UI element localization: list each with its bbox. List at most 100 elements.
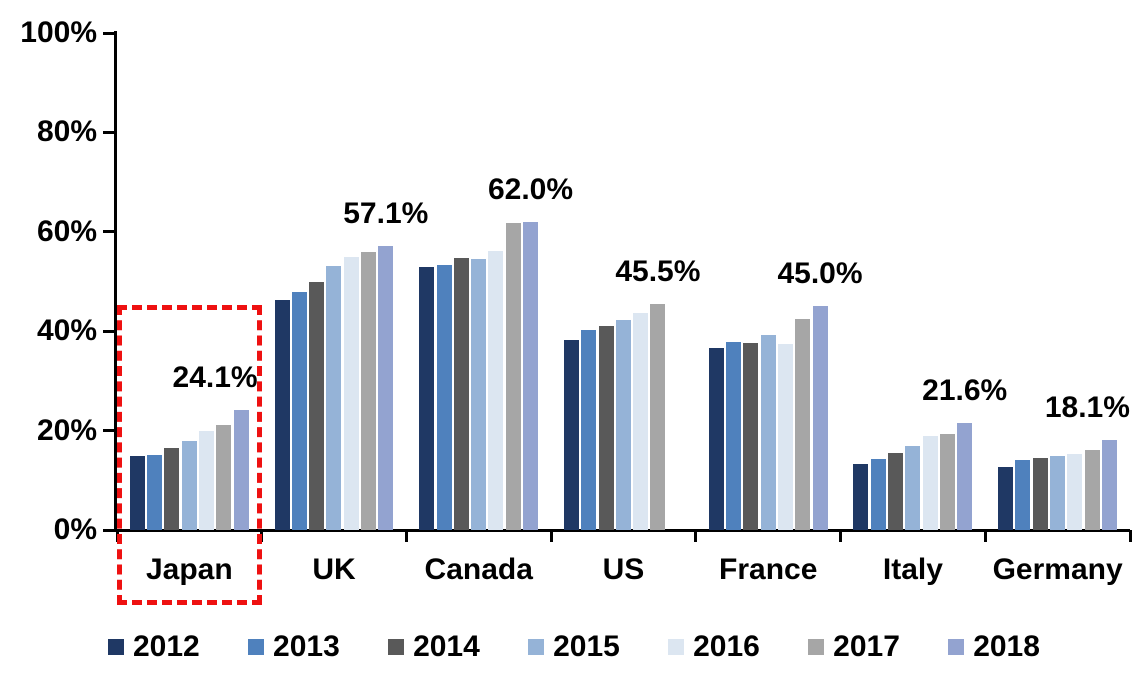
bar-japan-2017 (216, 424, 232, 530)
legend-swatch-2012 (108, 639, 124, 655)
bar-italy-2018 (957, 422, 973, 530)
bar-uk-2013 (291, 292, 307, 530)
category-label-us: US (602, 553, 645, 586)
category-label-france: France (719, 553, 818, 586)
bar-uk-2016 (343, 257, 359, 530)
japan-highlight-box (117, 305, 262, 605)
legend-swatch-2018 (948, 639, 965, 655)
legend-item-2014: 2014 (388, 629, 480, 665)
x-tick (549, 530, 553, 542)
y-tick (103, 230, 117, 234)
bar-germany-2013 (1015, 460, 1031, 530)
y-tick-label: 40% (36, 314, 97, 348)
bar-japan-2014 (164, 448, 180, 530)
legend-swatch-2014 (388, 639, 405, 655)
bar-france-2012 (708, 348, 724, 530)
bar-uk-2017 (361, 252, 376, 530)
legend-item-2016: 2016 (668, 629, 760, 665)
bar-canada-2012 (419, 266, 435, 530)
y-tick (103, 429, 117, 433)
bar-japan-2016 (199, 431, 214, 530)
legend-label-2013: 2013 (273, 630, 340, 663)
bar-canada-2016 (488, 251, 504, 530)
x-tick (983, 530, 987, 542)
data-label-us: 45.5% (615, 254, 701, 288)
legend-swatch-2017 (808, 639, 825, 655)
bar-italy-2016 (922, 435, 938, 530)
y-tick (103, 130, 117, 134)
bar-japan-2013 (147, 455, 163, 530)
bar-italy-2012 (853, 463, 869, 530)
data-label-italy: 21.6% (922, 373, 1008, 407)
legend-item-2013: 2013 (248, 629, 340, 665)
bar-germany-2014 (1032, 457, 1048, 530)
y-tick-label: 100% (20, 16, 97, 49)
category-label-uk: UK (312, 553, 356, 586)
y-tick-label: 60% (36, 214, 97, 248)
legend-item-2015: 2015 (528, 629, 620, 665)
bar-canada-2013 (436, 264, 452, 530)
x-axis-line (114, 529, 1130, 532)
legend-swatch-2016 (668, 639, 685, 655)
bar-germany-2017 (1084, 450, 1100, 530)
data-label-japan: 24.1% (172, 361, 258, 395)
bar-canada-2014 (453, 257, 469, 530)
legend-label-2017: 2017 (833, 630, 900, 663)
y-tick-label: 0% (53, 513, 97, 546)
x-tick (1128, 530, 1132, 542)
y-tick (103, 329, 117, 333)
legend: 2012 2013 2014 2015 2016 2017 2018 (108, 627, 1040, 667)
bar-uk-2015 (326, 265, 342, 530)
category-label-italy: Italy (882, 553, 943, 586)
bar-italy-2013 (870, 459, 886, 530)
category-label-canada: Canada (424, 553, 533, 586)
bar-uk-2012 (274, 299, 290, 530)
y-tick (103, 31, 117, 35)
bar-uk-2018 (378, 246, 394, 530)
bar-us-2013 (581, 330, 597, 530)
bar-italy-2014 (888, 453, 903, 530)
bar-us-2014 (598, 326, 614, 530)
x-tick (694, 530, 698, 542)
bar-italy-2015 (905, 446, 921, 530)
bar-us-2012 (563, 339, 579, 530)
bar-france-2017 (795, 319, 811, 530)
bar-uk-2014 (309, 281, 325, 530)
legend-label-2018: 2018 (973, 630, 1040, 663)
legend-swatch-2013 (248, 639, 265, 655)
legend-item-2017: 2017 (808, 629, 900, 665)
y-axis-line (114, 31, 117, 532)
x-tick (839, 530, 843, 542)
bar-germany-2015 (1050, 455, 1065, 530)
bar-germany-2012 (998, 467, 1014, 530)
bar-france-2014 (743, 342, 759, 530)
y-tick-label: 80% (36, 115, 97, 149)
data-label-france: 45.0% (777, 257, 863, 291)
bar-france-2015 (760, 335, 776, 530)
data-label-canada: 62.0% (487, 172, 574, 206)
category-label-germany: Germany (992, 553, 1123, 586)
bar-japan-2015 (181, 441, 197, 530)
legend-label-2015: 2015 (553, 630, 620, 663)
bar-germany-2016 (1067, 453, 1083, 530)
legend-item-2012: 2012 (108, 629, 200, 665)
bar-japan-2012 (129, 455, 145, 530)
legend-label-2014: 2014 (413, 630, 480, 663)
legend-label-2012: 2012 (133, 630, 200, 663)
bar-us-2017 (650, 303, 666, 530)
bar-france-2013 (726, 342, 741, 530)
data-label-germany: 18.1% (1044, 391, 1130, 424)
bar-canada-2017 (505, 223, 521, 530)
bar-canada-2015 (471, 258, 487, 530)
y-tick-label: 20% (36, 413, 97, 447)
legend-swatch-2015 (528, 639, 545, 655)
bar-canada-2018 (523, 221, 538, 530)
category-label-japan: Japan (145, 553, 233, 586)
legend-label-2016: 2016 (693, 630, 760, 663)
bar-us-2016 (633, 313, 649, 530)
bar-france-2016 (777, 344, 793, 530)
data-label-uk: 57.1% (343, 197, 429, 231)
bar-france-2018 (812, 306, 828, 530)
x-tick (404, 530, 408, 542)
